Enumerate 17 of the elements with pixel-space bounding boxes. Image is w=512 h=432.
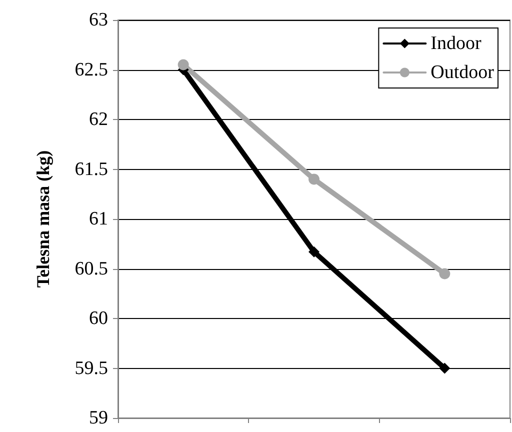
y-tick-label: 59.5 [74,358,108,379]
y-axis-title: Telesna masa (kg) [33,150,53,288]
y-tick-label: 62 [89,109,108,130]
y-tick-label: 62.5 [74,59,108,80]
y-tick-label: 60 [89,308,108,329]
point [308,246,320,258]
y-tick-label: 61 [89,208,108,230]
legend-label: Indoor [430,33,482,54]
point [439,362,450,374]
legend-label: Outdoor [430,62,495,83]
y-tick-label: 63 [89,10,108,30]
y-tick-label: 59 [89,408,108,428]
y-tick-label: 60.5 [74,258,108,280]
point [439,268,450,280]
point [178,59,189,70]
y-tick-label: 61.5 [74,158,108,180]
point [308,174,320,185]
